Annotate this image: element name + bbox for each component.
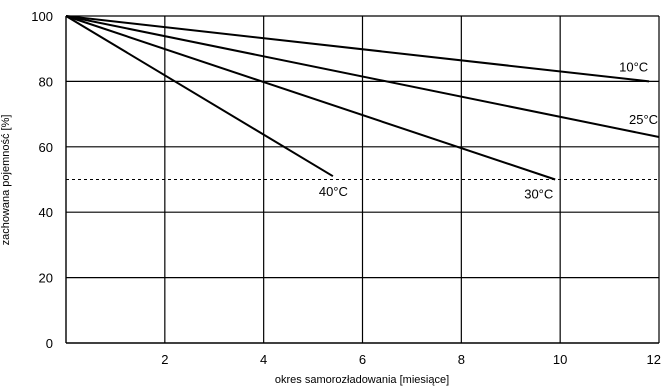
y-tick-label: 20 [39,271,53,286]
series-line [65,15,660,138]
series-label: 25°C [629,112,658,127]
series-line [65,15,334,178]
x-tick-label: 12 [647,352,661,367]
series-label: 40°C [319,184,348,199]
x-axis-label: okres samorozładowania [miesiące] [275,374,449,386]
x-tick-label: 4 [260,352,267,367]
y-tick-label: 60 [39,140,53,155]
y-tick-label: 100 [31,9,53,24]
axes [65,16,659,344]
series-labels: 10°C 25°C 30°C 40°C [319,59,658,201]
x-tick-label: 10 [553,352,567,367]
y-tick-label: 0 [46,336,53,351]
x-tick-label: 8 [458,352,465,367]
series-label: 30°C [524,187,553,202]
series-line [65,15,556,181]
y-tick-label: 40 [39,205,53,220]
series-line [65,15,650,83]
x-tick-label: 6 [359,352,366,367]
y-tick-label: 80 [39,74,53,89]
y-axis-label: zachowana pojemność [%] [0,115,12,246]
series-lines [65,15,660,181]
x-tick-label: 2 [161,352,168,367]
tick-labels: 0 20 40 60 80 100 2 4 6 8 10 12 [31,9,661,367]
series-label: 10°C [619,59,648,74]
